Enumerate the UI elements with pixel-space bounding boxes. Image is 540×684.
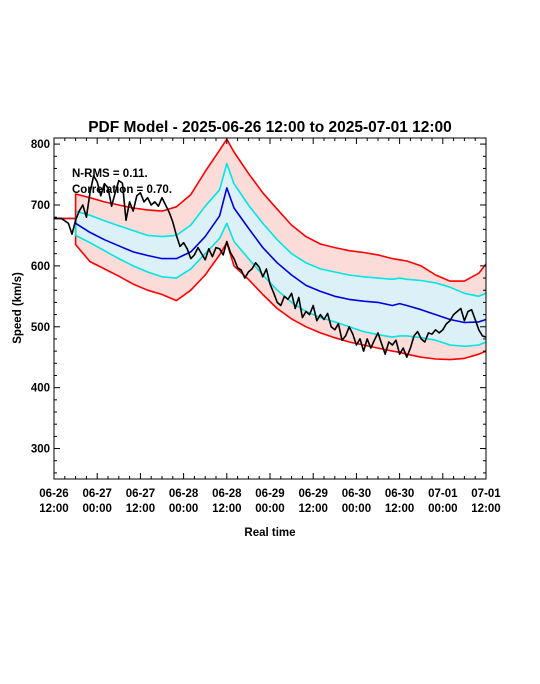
- x-tick-label-date: 07-01: [471, 488, 501, 500]
- x-tick-label-time: 12:00: [126, 503, 155, 515]
- observed-series-line: [54, 175, 487, 359]
- x-tick-label-time: 00:00: [169, 503, 198, 515]
- x-tick-label-time: 12:00: [212, 503, 241, 515]
- x-tick-label-time: 00:00: [82, 503, 111, 515]
- x-tick-label-time: 12:00: [471, 503, 500, 515]
- annotation-nrms: N-RMS = 0.11.: [72, 168, 148, 180]
- x-tick-label-time: 12:00: [385, 503, 414, 515]
- observed-line: [54, 175, 487, 359]
- x-tick-label-date: 07-01: [428, 488, 458, 500]
- x-tick-label-date: 06-28: [169, 488, 199, 500]
- y-tick-label: 600: [31, 261, 50, 273]
- x-axis: 06-26 12:00 06-27 00:00 06-27 12:00 06-28 00:00…: [39, 138, 501, 515]
- upper-cyan-line: [54, 162, 487, 298]
- x-tick-label-date: 06-30: [385, 488, 414, 500]
- x-tick-label-date: 06-28: [212, 488, 242, 500]
- y-tick-label: 700: [31, 200, 50, 212]
- x-tick-label-date: 06-30: [342, 488, 371, 500]
- x-tick-label-date: 06-27: [82, 488, 111, 500]
- x-axis-label: Real time: [244, 527, 295, 539]
- x-tick-label-date: 06-29: [255, 488, 284, 500]
- x-tick-label-time: 12:00: [298, 503, 327, 515]
- upper-outer-band: [54, 139, 486, 297]
- x-tick-label-date: 06-27: [126, 488, 155, 500]
- x-tick-label-date: 06-29: [298, 488, 327, 500]
- lower-outer-band: [54, 218, 486, 360]
- upper-red-line: [54, 138, 487, 282]
- lower-red-line: [54, 217, 487, 361]
- median-blue-line: [54, 187, 487, 324]
- x-tick-label-time: 12:00: [39, 503, 68, 515]
- y-tick-label: 500: [31, 322, 50, 334]
- x-tick-label-date: 06-26: [39, 488, 68, 500]
- x-tick-label-time: 00:00: [428, 503, 457, 515]
- y-axis: 300 400 500 600 700 800: [31, 139, 486, 474]
- annotation-correlation: Correlation = 0.70.: [72, 184, 172, 196]
- chart-title: PDF Model - 2025-06-26 12:00 to 2025-07-…: [88, 119, 452, 136]
- x-tick-label-time: 00:00: [342, 503, 371, 515]
- y-axis-label: Speed (km/s): [12, 272, 24, 344]
- x-tick-label-time: 00:00: [255, 503, 284, 515]
- y-tick-label: 800: [31, 139, 50, 151]
- y-tick-label: 300: [31, 444, 50, 456]
- y-tick-label: 400: [31, 383, 50, 395]
